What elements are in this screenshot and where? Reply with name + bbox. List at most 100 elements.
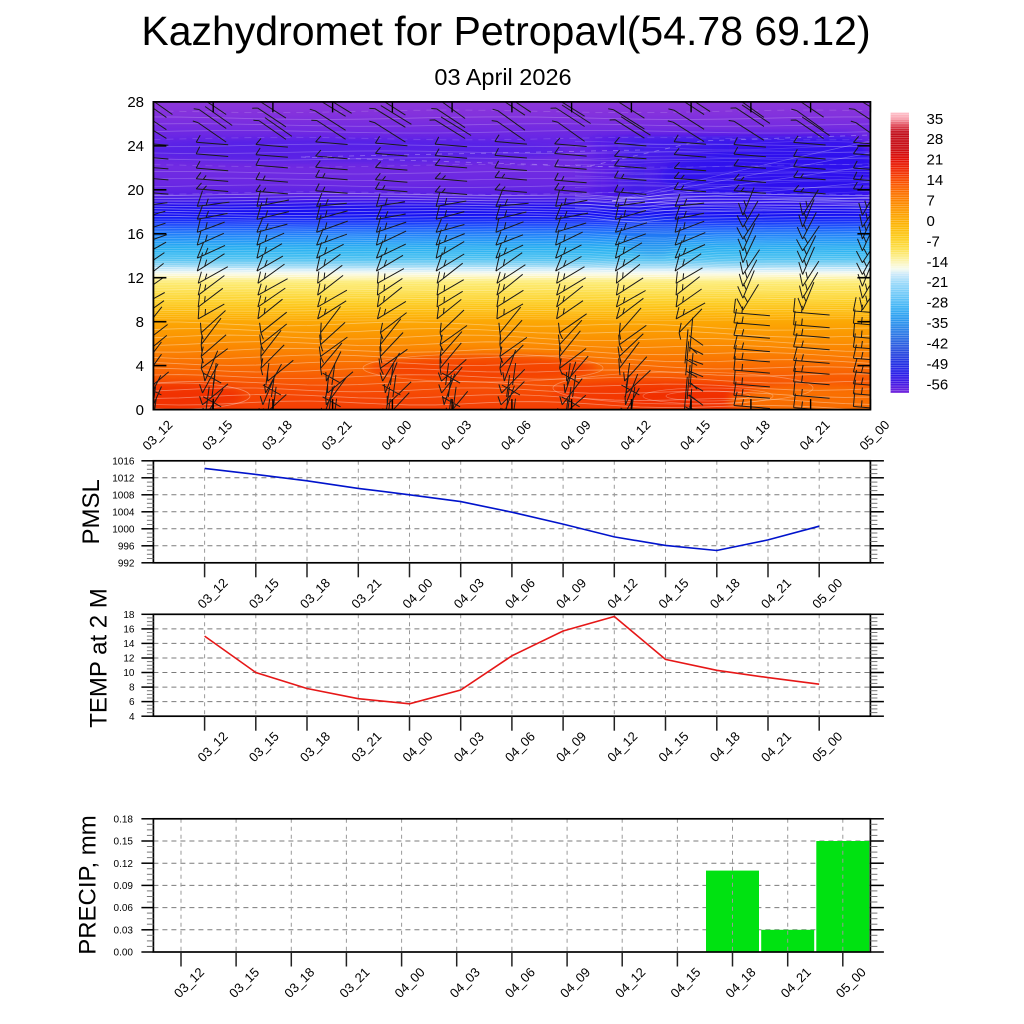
svg-text:05_00: 05_00 (809, 729, 845, 765)
svg-text:0: 0 (136, 402, 144, 419)
svg-text:-35: -35 (927, 315, 949, 332)
svg-text:04_12: 04_12 (617, 417, 653, 453)
svg-text:04_00: 04_00 (399, 729, 435, 765)
svg-text:7: 7 (927, 193, 935, 210)
svg-text:-14: -14 (927, 254, 949, 271)
svg-text:10: 10 (123, 668, 135, 679)
svg-text:04_03: 04_03 (438, 417, 474, 453)
svg-text:1000: 1000 (112, 524, 135, 535)
svg-text:0.12: 0.12 (114, 859, 134, 870)
svg-text:03_12: 03_12 (139, 417, 175, 453)
svg-text:04_15: 04_15 (655, 575, 691, 611)
svg-text:03_12: 03_12 (195, 729, 231, 765)
svg-text:6: 6 (129, 697, 135, 708)
svg-text:1008: 1008 (112, 490, 135, 501)
svg-text:04_18: 04_18 (707, 575, 743, 611)
svg-text:-21: -21 (927, 274, 949, 291)
svg-text:04_03: 04_03 (447, 965, 483, 1001)
svg-text:04_06: 04_06 (502, 729, 538, 765)
svg-text:03_21: 03_21 (348, 575, 384, 611)
svg-text:0.15: 0.15 (114, 837, 134, 848)
svg-text:1004: 1004 (112, 507, 135, 518)
svg-text:24: 24 (127, 138, 144, 155)
svg-text:03_15: 03_15 (199, 417, 235, 453)
svg-text:04_03: 04_03 (451, 575, 487, 611)
svg-text:03 April 2026: 03 April 2026 (434, 64, 571, 90)
svg-text:18: 18 (123, 610, 135, 621)
svg-text:04_15: 04_15 (677, 417, 713, 453)
svg-text:12: 12 (123, 654, 135, 665)
svg-text:03_18: 03_18 (281, 965, 317, 1001)
svg-text:996: 996 (118, 541, 135, 552)
svg-text:28: 28 (927, 131, 944, 148)
svg-text:PMSL: PMSL (78, 479, 105, 544)
svg-text:0: 0 (927, 213, 935, 230)
svg-text:28: 28 (127, 94, 144, 111)
svg-text:03_15: 03_15 (246, 575, 282, 611)
svg-text:0.03: 0.03 (114, 925, 134, 936)
svg-text:0.09: 0.09 (114, 881, 134, 892)
svg-text:04_06: 04_06 (498, 417, 534, 453)
svg-text:04_21: 04_21 (778, 965, 814, 1001)
svg-text:16: 16 (127, 226, 144, 243)
svg-text:04_15: 04_15 (667, 965, 703, 1001)
svg-text:04_12: 04_12 (604, 729, 640, 765)
svg-text:04_03: 04_03 (451, 729, 487, 765)
svg-text:4: 4 (129, 712, 135, 723)
svg-text:03_12: 03_12 (171, 965, 207, 1001)
svg-text:21: 21 (927, 152, 944, 169)
svg-text:04_06: 04_06 (502, 575, 538, 611)
svg-text:14: 14 (123, 639, 135, 650)
svg-text:05_00: 05_00 (809, 575, 845, 611)
svg-text:03_18: 03_18 (259, 417, 295, 453)
svg-text:-28: -28 (927, 295, 949, 312)
svg-text:03_12: 03_12 (195, 575, 231, 611)
svg-text:03_15: 03_15 (246, 729, 282, 765)
svg-text:04_09: 04_09 (558, 417, 594, 453)
svg-text:04_18: 04_18 (737, 417, 773, 453)
svg-text:0.06: 0.06 (114, 903, 134, 914)
svg-text:8: 8 (136, 314, 144, 331)
svg-text:05_00: 05_00 (833, 965, 869, 1001)
svg-text:-56: -56 (927, 376, 949, 393)
svg-text:04_18: 04_18 (707, 729, 743, 765)
svg-text:04_18: 04_18 (722, 965, 758, 1001)
svg-text:04_00: 04_00 (392, 965, 428, 1001)
svg-text:04_21: 04_21 (758, 729, 794, 765)
svg-text:14: 14 (927, 172, 944, 189)
svg-text:20: 20 (127, 182, 144, 199)
svg-text:03_21: 03_21 (336, 965, 372, 1001)
svg-text:04_06: 04_06 (502, 965, 538, 1001)
svg-text:04_00: 04_00 (378, 417, 414, 453)
svg-text:Kazhydromet for Petropavl(54.7: Kazhydromet for Petropavl(54.78 69.12) (141, 8, 870, 54)
svg-text:04_21: 04_21 (758, 575, 794, 611)
svg-text:35: 35 (927, 111, 944, 128)
svg-text:04_12: 04_12 (612, 965, 648, 1001)
svg-text:04_00: 04_00 (399, 575, 435, 611)
svg-text:PRECIP, mm: PRECIP, mm (75, 815, 102, 955)
svg-text:0.18: 0.18 (114, 814, 134, 825)
svg-text:04_09: 04_09 (553, 729, 589, 765)
svg-text:03_21: 03_21 (348, 729, 384, 765)
svg-text:04_09: 04_09 (557, 965, 593, 1001)
svg-text:03_18: 03_18 (297, 575, 333, 611)
svg-text:1012: 1012 (112, 473, 135, 484)
svg-text:04_12: 04_12 (604, 575, 640, 611)
svg-text:TEMP at 2 M: TEMP at 2 M (86, 588, 113, 728)
svg-text:16: 16 (123, 625, 135, 636)
svg-text:1016: 1016 (112, 456, 135, 467)
svg-text:04_21: 04_21 (797, 417, 833, 453)
svg-text:03_18: 03_18 (297, 729, 333, 765)
svg-text:03_21: 03_21 (319, 417, 355, 453)
svg-text:12: 12 (127, 270, 144, 287)
svg-text:0.00: 0.00 (114, 948, 134, 959)
svg-text:-49: -49 (927, 356, 949, 373)
svg-text:8: 8 (129, 683, 135, 694)
svg-text:04_09: 04_09 (553, 575, 589, 611)
svg-text:992: 992 (118, 558, 135, 569)
svg-text:-7: -7 (927, 233, 940, 250)
svg-text:4: 4 (136, 358, 144, 375)
svg-text:05_00: 05_00 (856, 417, 892, 453)
svg-text:03_15: 03_15 (226, 965, 262, 1001)
svg-text:-42: -42 (927, 336, 949, 353)
